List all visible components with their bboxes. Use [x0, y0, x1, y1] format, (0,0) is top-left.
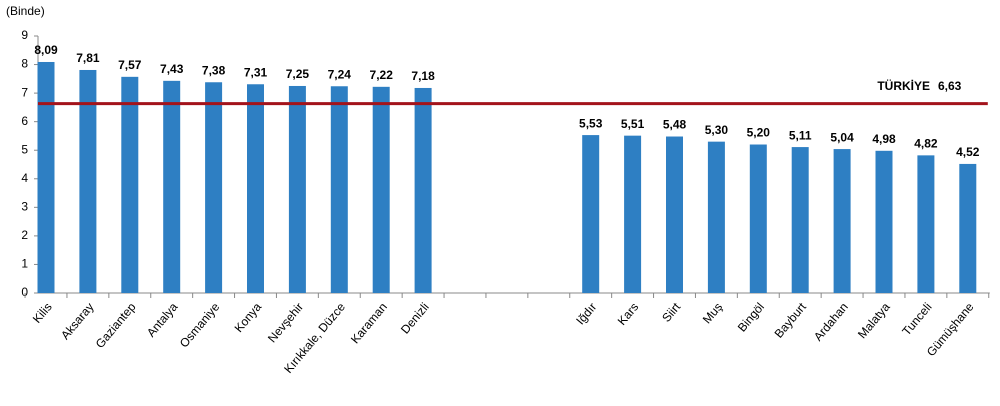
- x-tick-label: Konya: [232, 300, 265, 335]
- bar: [37, 61, 55, 294]
- value-label: 7,25: [286, 67, 310, 81]
- x-tick-label: Bayburt: [772, 299, 810, 340]
- bar: [624, 135, 642, 293]
- bar: [917, 155, 935, 293]
- y-tick-label: 1: [21, 257, 28, 271]
- x-tick-label: Malatya: [855, 300, 893, 341]
- value-label: 8,09: [34, 43, 58, 57]
- value-label: 7,31: [244, 65, 268, 79]
- value-label: 4,82: [914, 137, 938, 151]
- value-label: 7,38: [202, 63, 226, 77]
- bar: [666, 136, 683, 293]
- y-tick-label: 3: [21, 200, 28, 214]
- x-tick-label: Gaziantep: [93, 300, 139, 351]
- x-tick-label: Ardahan: [811, 300, 851, 344]
- y-tick-label: 2: [21, 228, 28, 242]
- x-tick-label: Kilis: [30, 300, 55, 326]
- bar: [247, 84, 264, 294]
- bar: [791, 147, 809, 293]
- x-tick-label: Aksaray: [58, 300, 97, 342]
- x-tick-label: Bingöl: [735, 300, 767, 335]
- value-label: 7,18: [411, 69, 435, 83]
- value-label: 7,43: [160, 62, 184, 76]
- x-tick-label: Denizli: [398, 300, 432, 337]
- x-tick-label: Muş: [700, 300, 725, 326]
- x-tick-label: Karaman: [348, 300, 390, 346]
- reference-label: TÜRKİYE: [877, 78, 930, 93]
- x-tick-label: Osmaniye: [177, 300, 223, 351]
- y-tick-label: 9: [21, 28, 28, 42]
- bar: [163, 80, 181, 294]
- bar: [582, 135, 600, 293]
- bar: [121, 76, 139, 293]
- y-tick-label: 4: [21, 171, 28, 185]
- value-label: 7,57: [118, 58, 142, 72]
- y-tick-label: 0: [21, 285, 28, 299]
- bar: [372, 86, 390, 293]
- y-tick-label: 8: [21, 57, 28, 71]
- bar: [205, 82, 223, 293]
- x-tick-label: Iğdır: [573, 300, 599, 327]
- value-label: 5,20: [747, 126, 771, 140]
- value-label: 4,52: [956, 145, 980, 159]
- y-tick-label: 7: [21, 85, 28, 99]
- x-tick-label: Tunceli: [899, 300, 934, 338]
- value-label: 7,24: [328, 67, 352, 81]
- bar: [79, 69, 97, 293]
- y-tick-label: 6: [21, 114, 28, 128]
- bar: [875, 150, 893, 293]
- bar: [749, 144, 767, 293]
- value-label: 5,11: [789, 128, 812, 142]
- value-label: 5,04: [830, 130, 854, 144]
- bar: [833, 149, 851, 293]
- value-label: 7,22: [370, 68, 394, 82]
- x-tick-label: Nevşehir: [265, 300, 306, 345]
- bar: [959, 163, 977, 293]
- value-label: 5,53: [579, 116, 603, 130]
- value-label: 4,98: [872, 132, 896, 146]
- bar: [288, 85, 306, 293]
- x-tick-label: Antalya: [144, 300, 181, 340]
- reference-value-label: 6,63: [938, 79, 962, 93]
- x-tick-label: Siirt: [659, 299, 683, 324]
- x-tick-label: Kars: [615, 300, 642, 328]
- value-label: 5,51: [621, 117, 645, 131]
- y-tick-label: 5: [21, 142, 28, 156]
- value-label: 5,48: [663, 118, 687, 132]
- value-label: 5,30: [705, 123, 729, 137]
- y-axis-label: (Binde): [6, 4, 45, 18]
- bar: [707, 141, 725, 293]
- value-label: 7,81: [76, 51, 100, 65]
- bar: [330, 86, 348, 293]
- bar: [414, 87, 432, 294]
